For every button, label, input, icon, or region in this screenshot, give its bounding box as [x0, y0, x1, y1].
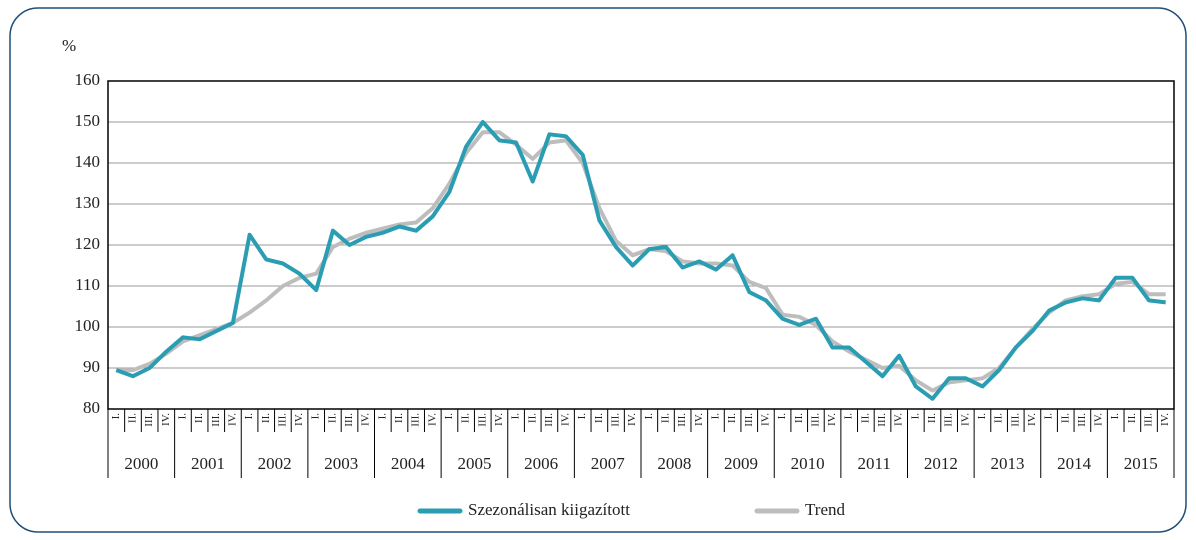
- year-label: 2002: [258, 454, 292, 473]
- x-tick-label: II.: [793, 413, 805, 423]
- x-tick-label: IV.: [693, 413, 705, 426]
- year-label: 2007: [591, 454, 626, 473]
- year-label: 2004: [391, 454, 426, 473]
- x-tick-label: II.: [593, 413, 605, 423]
- x-tick-label: IV.: [626, 413, 638, 426]
- year-label: 2011: [858, 454, 891, 473]
- x-tick-label: II.: [393, 413, 405, 423]
- x-tick-label: III.: [809, 413, 821, 427]
- year-label: 2008: [657, 454, 691, 473]
- year-label: 2000: [124, 454, 158, 473]
- series-line: [115, 120, 1166, 401]
- x-tick-label: I.: [310, 413, 322, 420]
- y-tick-label: 140: [75, 152, 101, 171]
- year-label: 2015: [1124, 454, 1158, 473]
- x-tick-label: IV.: [1026, 413, 1038, 426]
- x-tick-label: II.: [326, 413, 338, 423]
- x-tick-label: III.: [210, 413, 222, 427]
- x-tick-label: IV.: [759, 413, 771, 426]
- x-tick-label: I.: [576, 413, 588, 420]
- x-tick-label: II.: [460, 413, 472, 423]
- x-tick-label: II.: [660, 413, 672, 423]
- x-tick-label: I.: [110, 413, 122, 420]
- year-label: 2013: [990, 454, 1024, 473]
- x-tick-label: I.: [443, 413, 455, 420]
- x-tick-label: II.: [127, 413, 139, 423]
- x-tick-label: I.: [376, 413, 388, 420]
- x-tick-label: IV.: [959, 413, 971, 426]
- x-tick-label: II.: [1059, 413, 1071, 423]
- year-label: 2012: [924, 454, 958, 473]
- x-tick-label: III.: [610, 413, 622, 427]
- x-tick-label: II.: [193, 413, 205, 423]
- x-tick-label: I.: [909, 413, 921, 420]
- x-tick-label: II.: [726, 413, 738, 423]
- x-tick-label: II.: [859, 413, 871, 423]
- x-tick-label: III.: [476, 413, 488, 427]
- x-tick-label: II.: [1126, 413, 1138, 423]
- x-tick-label: III.: [943, 413, 955, 427]
- x-tick-label: IV.: [426, 413, 438, 426]
- legend-label: Szezonálisan kiigazított: [468, 500, 630, 519]
- x-tick-label: III.: [276, 413, 288, 427]
- x-tick-label: III.: [1143, 413, 1155, 427]
- y-tick-label: 120: [75, 234, 101, 253]
- x-tick-label: I.: [176, 413, 188, 420]
- x-tick-label: II.: [926, 413, 938, 423]
- x-tick-label: IV.: [1159, 413, 1171, 426]
- x-tick-label: IV.: [360, 413, 372, 426]
- y-tick-label: 160: [75, 70, 101, 89]
- x-tick-label: III.: [1076, 413, 1088, 427]
- x-tick-label: I.: [243, 413, 255, 420]
- x-tick-label: III.: [410, 413, 422, 427]
- x-tick-label: I.: [510, 413, 522, 420]
- year-label: 2001: [191, 454, 225, 473]
- y-tick-label: 150: [75, 111, 101, 130]
- y-tick-label: 100: [75, 316, 101, 335]
- y-tick-label: 130: [75, 193, 101, 212]
- year-label: 2014: [1057, 454, 1092, 473]
- x-tick-label: I.: [776, 413, 788, 420]
- year-label: 2006: [524, 454, 558, 473]
- x-tick-label: I.: [1043, 413, 1055, 420]
- year-label: 2003: [324, 454, 358, 473]
- x-tick-label: III.: [676, 413, 688, 427]
- y-tick-label: 80: [83, 398, 100, 417]
- series-line: [116, 130, 1166, 393]
- x-tick-label: III.: [343, 413, 355, 427]
- frame: [9, 7, 1187, 533]
- x-tick-label: IV.: [493, 413, 505, 426]
- x-tick-label: III.: [876, 413, 888, 427]
- x-tick-label: IV.: [893, 413, 905, 426]
- year-label: 2005: [457, 454, 491, 473]
- y-axis-label: %: [62, 36, 76, 55]
- x-tick-label: III.: [543, 413, 555, 427]
- x-tick-label: IV.: [826, 413, 838, 426]
- x-tick-label: IV.: [160, 413, 172, 426]
- x-tick-label: I.: [843, 413, 855, 420]
- x-tick-label: IV.: [226, 413, 238, 426]
- legend-label: Trend: [805, 500, 845, 519]
- x-tick-label: III.: [743, 413, 755, 427]
- x-tick-label: IV.: [1093, 413, 1105, 426]
- x-tick-label: I.: [709, 413, 721, 420]
- year-label: 2010: [791, 454, 825, 473]
- x-tick-label: I.: [976, 413, 988, 420]
- y-tick-label: 110: [75, 275, 100, 294]
- y-tick-label: 90: [83, 357, 100, 376]
- x-tick-label: II.: [526, 413, 538, 423]
- x-tick-label: I.: [643, 413, 655, 420]
- x-tick-label: IV.: [293, 413, 305, 426]
- x-tick-label: IV.: [560, 413, 572, 426]
- x-tick-label: II.: [260, 413, 272, 423]
- x-tick-label: I.: [1109, 413, 1121, 420]
- year-label: 2009: [724, 454, 758, 473]
- x-tick-label: III.: [1009, 413, 1021, 427]
- x-tick-label: II.: [993, 413, 1005, 423]
- x-tick-label: III.: [143, 413, 155, 427]
